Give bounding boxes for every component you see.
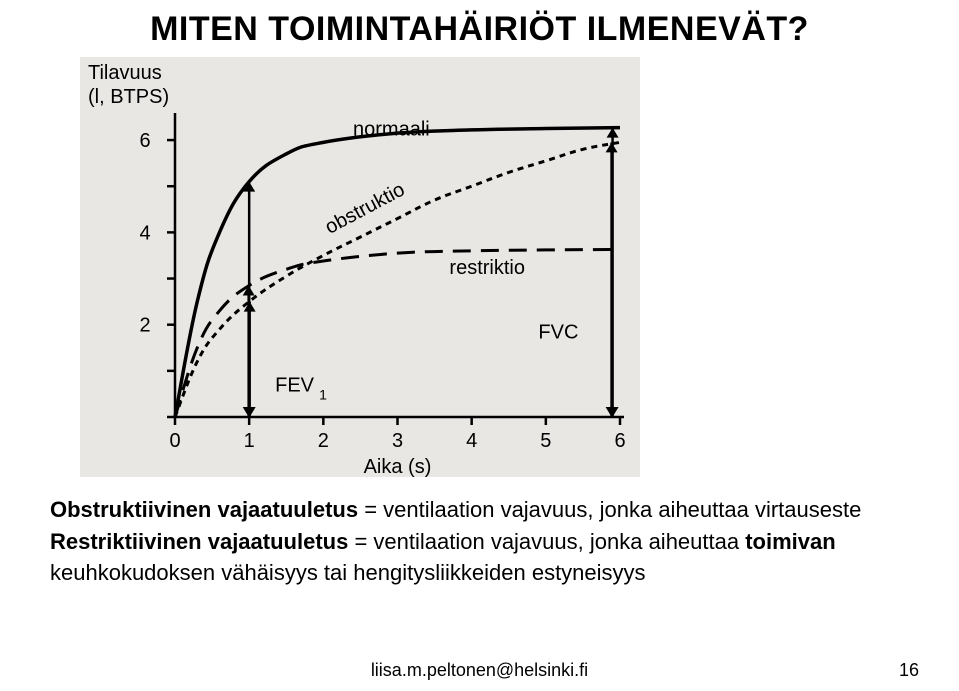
svg-text:FEV: FEV: [275, 375, 315, 397]
definition-obstructive: Obstruktiivinen vajaatuuletus = ventilaa…: [50, 495, 909, 525]
svg-text:6: 6: [139, 130, 150, 152]
def-obstructive: = ventilaation vajavuus, jonka aiheuttaa…: [358, 497, 861, 522]
svg-text:FVC: FVC: [538, 322, 578, 344]
svg-text:Aika (s): Aika (s): [364, 456, 432, 477]
footer-email: liisa.m.peltonen@helsinki.fi: [0, 660, 959, 681]
svg-text:3: 3: [392, 430, 403, 452]
svg-text:1: 1: [319, 387, 327, 403]
svg-text:normaali: normaali: [353, 119, 430, 141]
definition-restrictive-cont: keuhkokudoksen vähäisyys tai hengityslii…: [50, 558, 909, 588]
svg-text:4: 4: [139, 222, 150, 244]
svg-text:1: 1: [244, 430, 255, 452]
svg-text:0: 0: [169, 430, 180, 452]
svg-text:(l, BTPS): (l, BTPS): [88, 86, 169, 108]
term-toimivan: toimivan: [745, 529, 835, 554]
svg-text:2: 2: [318, 430, 329, 452]
svg-text:5: 5: [540, 430, 551, 452]
body-text: Obstruktiivinen vajaatuuletus = ventilaa…: [50, 495, 909, 588]
def-restrictive-1: = ventilaation vajavuus, jonka aiheuttaa: [348, 529, 745, 554]
page-title: MITEN TOIMINTAHÄIRIÖT ILMENEVÄT?: [40, 10, 919, 49]
svg-text:4: 4: [466, 430, 477, 452]
svg-text:2: 2: [139, 315, 150, 337]
page: MITEN TOIMINTAHÄIRIÖT ILMENEVÄT? Tilavuu…: [0, 0, 959, 691]
term-restrictive: Restriktiivinen vajaatuuletus: [50, 529, 348, 554]
chart-container: Tilavuus(l, BTPS) 2 4 6 0 1 2 3 4 5 6 Aika (s) norma…: [80, 57, 640, 477]
svg-text:6: 6: [614, 430, 625, 452]
definition-restrictive: Restriktiivinen vajaatuuletus = ventilaa…: [50, 527, 909, 557]
svg-text:Tilavuus: Tilavuus: [88, 62, 162, 84]
volume-time-chart: Tilavuus(l, BTPS) 2 4 6 0 1 2 3 4 5 6 Aika (s) norma…: [80, 57, 640, 477]
term-obstructive: Obstruktiivinen vajaatuuletus: [50, 497, 358, 522]
page-number: 16: [899, 660, 919, 681]
svg-text:restriktio: restriktio: [449, 257, 525, 279]
